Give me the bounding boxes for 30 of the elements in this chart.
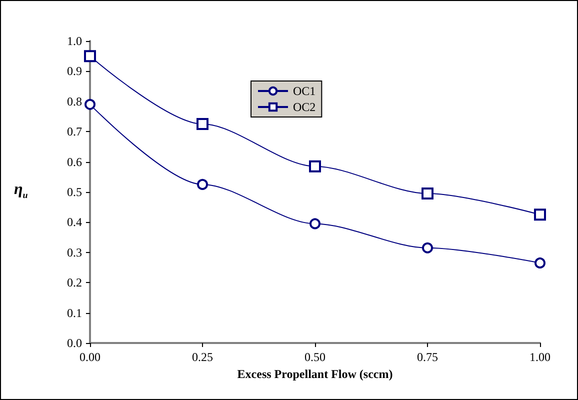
y-tick-label: 0.4 — [67, 215, 82, 230]
y-tick-label: 0.5 — [67, 185, 82, 199]
point — [422, 242, 433, 254]
x-tick-label: 0.75 — [417, 350, 438, 364]
y-tick-label: 0.9 — [67, 64, 82, 78]
point — [197, 178, 208, 190]
x-tick-label: 0.50 — [304, 350, 326, 364]
point — [196, 118, 208, 130]
legend-label: OC2 — [293, 100, 316, 114]
x-tick-label: 1.00 — [530, 350, 550, 364]
x-tick-label: 0.25 — [192, 350, 213, 364]
y-tick-label: 0.6 — [67, 154, 82, 169]
x-axis-title: Excess Propellant Flow (sccm) — [237, 366, 393, 381]
point — [534, 208, 546, 221]
y-tick-label: 0.2 — [67, 276, 82, 290]
point — [534, 257, 546, 268]
point — [422, 188, 434, 200]
y-tick-label: 0.8 — [67, 94, 82, 108]
y-tick-label: 0.1 — [67, 306, 82, 320]
y-axis-title: η$_{u}$ — [14, 181, 28, 200]
y-tick-label: 0.0 — [67, 336, 82, 350]
point — [84, 50, 96, 62]
y-tick-label: 0.7 — [67, 124, 82, 139]
point — [309, 160, 321, 172]
point — [84, 98, 96, 110]
x-tick-label: 0.00 — [80, 350, 100, 364]
point — [310, 218, 320, 230]
y-tick-label: 0.3 — [67, 245, 82, 260]
legend-label: OC1 — [293, 84, 316, 98]
y-tick-label: 1.0 — [67, 34, 82, 48]
